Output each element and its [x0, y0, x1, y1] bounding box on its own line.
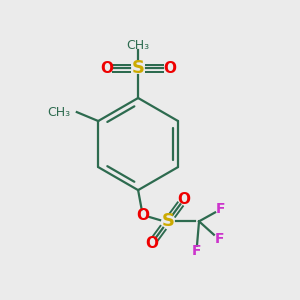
Text: F: F	[216, 202, 225, 216]
Text: S: S	[132, 59, 145, 77]
Text: CH₃: CH₃	[47, 106, 70, 118]
Text: F: F	[214, 232, 224, 246]
Text: O: O	[145, 236, 158, 251]
Text: O: O	[178, 191, 191, 206]
Text: O: O	[100, 61, 113, 76]
Text: O: O	[136, 208, 149, 223]
Text: CH₃: CH₃	[127, 40, 150, 52]
Text: O: O	[163, 61, 176, 76]
Text: F: F	[191, 244, 201, 258]
Text: S: S	[161, 212, 174, 230]
